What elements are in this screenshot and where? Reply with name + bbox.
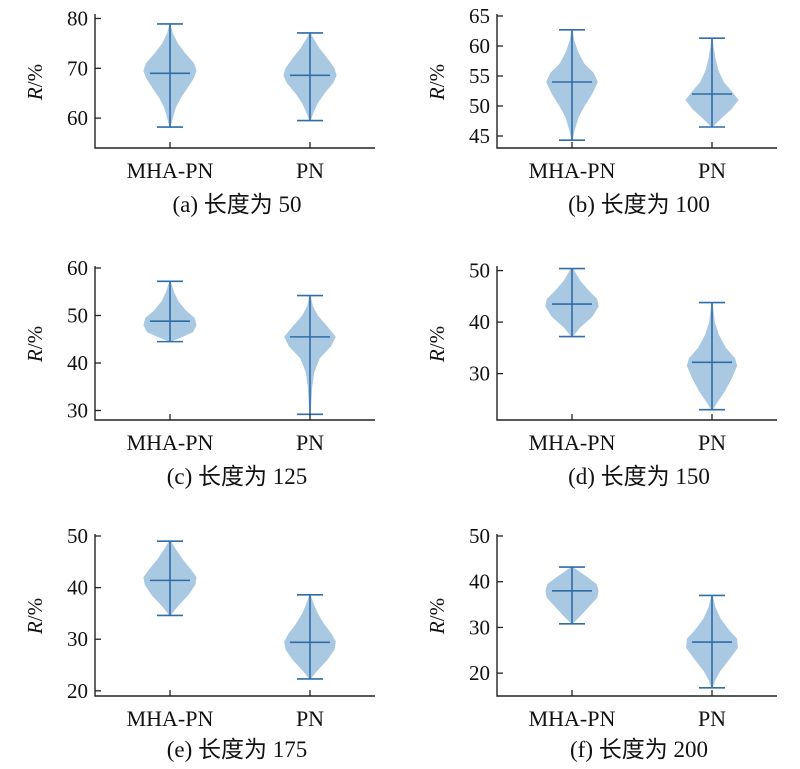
y-tick-label: 80 xyxy=(67,6,88,30)
y-tick-label: 45 xyxy=(469,124,490,148)
y-tick-label: 60 xyxy=(67,256,88,280)
y-axis-label: R/% xyxy=(23,64,47,101)
y-tick-label: 50 xyxy=(469,259,490,283)
y-tick-label: 70 xyxy=(67,56,88,80)
y-tick-label: 55 xyxy=(469,64,490,88)
x-category-label: PN xyxy=(296,430,324,455)
x-category-label: MHA-PN xyxy=(127,706,214,731)
y-tick-label: 60 xyxy=(469,34,490,58)
axes-frame xyxy=(94,266,375,421)
y-axis-label: R/% xyxy=(23,598,47,635)
axes-frame xyxy=(496,266,777,421)
y-axis-label: R/% xyxy=(425,598,449,635)
x-category-label: PN xyxy=(296,158,324,183)
y-axis-label: R/% xyxy=(23,326,47,363)
x-category-label: MHA-PN xyxy=(127,430,214,455)
panel-caption: (c) 长度为 125 xyxy=(167,464,308,489)
x-category-label: PN xyxy=(698,430,726,455)
y-tick-label: 65 xyxy=(469,4,490,28)
y-tick-label: 60 xyxy=(67,106,88,130)
x-category-label: MHA-PN xyxy=(529,706,616,731)
axes-frame xyxy=(496,534,777,697)
panel-caption: (e) 长度为 175 xyxy=(167,737,308,762)
y-tick-label: 50 xyxy=(469,94,490,118)
y-tick-label: 20 xyxy=(67,679,88,703)
x-category-label: MHA-PN xyxy=(529,430,616,455)
chart-panel: 45 50 55 60 65 R/% MHA-PN PN (b) 长度为 100 xyxy=(425,4,777,217)
y-tick-label: 20 xyxy=(469,661,490,685)
panel-caption: (f) 长度为 200 xyxy=(570,737,708,762)
y-axis-label: R/% xyxy=(425,326,449,363)
y-tick-label: 30 xyxy=(469,362,490,386)
y-tick-label: 50 xyxy=(469,524,490,548)
y-tick-label: 40 xyxy=(67,576,88,600)
y-tick-label: 40 xyxy=(67,351,88,375)
axes-frame xyxy=(94,14,375,149)
x-category-label: MHA-PN xyxy=(529,158,616,183)
axes-frame xyxy=(94,534,375,697)
y-tick-label: 30 xyxy=(67,627,88,651)
chart-panel: 20 30 40 50 R/% MHA-PN PN (f) 长度为 200 xyxy=(425,524,777,762)
chart-panel: 30 40 50 R/% MHA-PN PN (d) 长度为 150 xyxy=(425,259,777,489)
x-category-label: PN xyxy=(296,706,324,731)
y-tick-label: 30 xyxy=(67,399,88,423)
y-tick-label: 50 xyxy=(67,524,88,548)
y-tick-label: 30 xyxy=(469,615,490,639)
axes-frame xyxy=(496,14,777,149)
y-axis-label: R/% xyxy=(425,64,449,101)
chart-panel: 30 40 50 60 R/% MHA-PN PN (c) 长度为 125 xyxy=(23,256,375,489)
panel-caption: (a) 长度为 50 xyxy=(172,192,301,217)
panel-caption: (b) 长度为 100 xyxy=(568,192,710,217)
y-tick-label: 40 xyxy=(469,310,490,334)
y-tick-label: 50 xyxy=(67,304,88,328)
y-tick-label: 40 xyxy=(469,570,490,594)
x-category-label: PN xyxy=(698,158,726,183)
x-category-label: MHA-PN xyxy=(127,158,214,183)
chart-panel: 60 70 80 R/% MHA-PN PN (a) 长度为 50 xyxy=(23,6,375,217)
x-category-label: PN xyxy=(698,706,726,731)
chart-panel: 20 30 40 50 R/% MHA-PN PN (e) 长度为 175 xyxy=(23,524,375,762)
panel-caption: (d) 长度为 150 xyxy=(568,464,710,489)
